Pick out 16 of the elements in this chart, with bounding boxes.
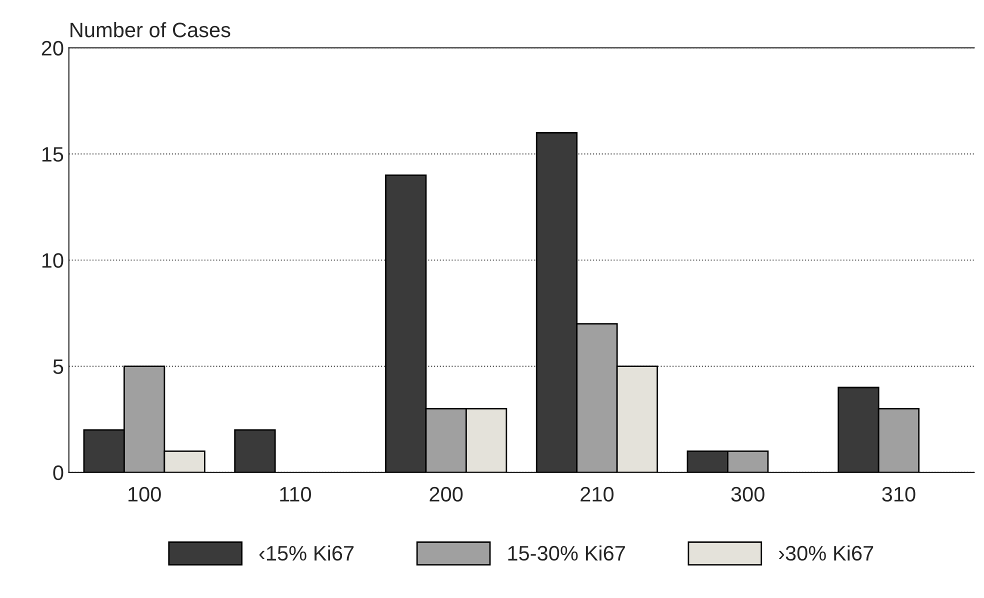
y-tick-label: 0: [53, 465, 64, 480]
legend-label: ›30% Ki67: [778, 545, 874, 561]
x-tick-label: 300: [731, 486, 764, 502]
y-tick-label: 20: [42, 40, 64, 56]
y-axis-title: Number of Cases: [70, 22, 230, 38]
legend-label: 15-30% Ki67: [508, 545, 625, 561]
x-tick-label: 310: [882, 486, 916, 502]
x-tick-label: 200: [430, 486, 463, 502]
x-tick-label: 100: [128, 486, 161, 502]
y-tick-label: 5: [53, 359, 64, 374]
legend-label: ‹15% Ki67: [259, 545, 354, 561]
y-tick-label: 15: [42, 147, 64, 162]
x-tick-label: 210: [580, 486, 614, 502]
bar: [234, 429, 276, 472]
x-tick-label: 110: [280, 486, 311, 502]
y-tick-label: 10: [42, 253, 64, 268]
